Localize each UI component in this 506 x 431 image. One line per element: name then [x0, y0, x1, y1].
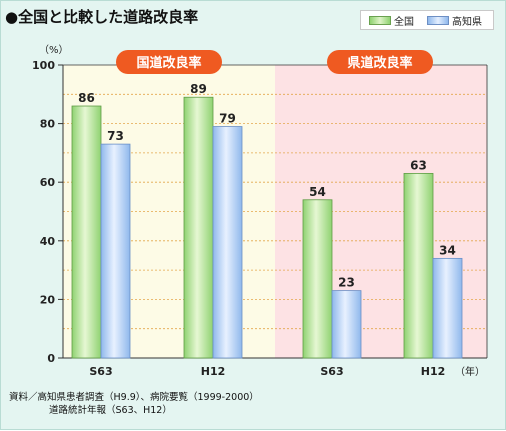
x-tick-label: H12 — [201, 365, 226, 378]
bar-national — [403, 173, 434, 359]
y-tick-label: 40 — [40, 235, 56, 248]
group-badge — [116, 50, 222, 74]
data-label-kochi: 23 — [338, 276, 355, 290]
x-tick-label: S63 — [320, 365, 343, 378]
legend-label-national: 全国 — [394, 17, 414, 28]
legend-label-kochi: 高知県 — [452, 17, 482, 28]
bar-kochi — [212, 126, 243, 359]
legend-swatch-national — [369, 16, 391, 25]
data-label-national: 89 — [190, 82, 207, 96]
source-line-1: 資料／高知県患者調査（H9.9）、病院要覧（1999-2000） — [9, 392, 259, 403]
y-tick-label: 80 — [40, 118, 56, 131]
source-note: 資料／高知県患者調査（H9.9）、病院要覧（1999-2000） 道路統計年報（… — [9, 391, 259, 417]
data-label-national: 54 — [309, 185, 326, 199]
x-axis-unit: （年） — [455, 365, 485, 378]
chart-title: ●全国と比較した道路改良率 — [5, 8, 199, 26]
legend-swatch-kochi — [427, 16, 449, 25]
bar-kochi — [100, 143, 131, 359]
bar-national — [183, 96, 214, 359]
source-line-2: 道路統計年報（S63、H12） — [49, 405, 172, 416]
legend: 全国 高知県 — [360, 10, 494, 30]
y-axis-unit: （%） — [39, 44, 69, 56]
y-tick-label: 60 — [40, 176, 56, 189]
data-label-national: 86 — [78, 91, 95, 105]
group-badge-label: 県道改良率 — [347, 55, 412, 71]
bar-national — [71, 105, 102, 359]
data-label-kochi: 73 — [107, 129, 124, 143]
y-tick-label: 20 — [40, 293, 56, 306]
legend-item-national: 全国 — [369, 14, 414, 28]
y-tick-label: 100 — [32, 59, 55, 72]
x-tick-label: H12 — [421, 365, 446, 378]
bar-kochi — [432, 257, 463, 359]
bar-national — [302, 199, 333, 359]
group-badge-label: 国道改良率 — [136, 55, 201, 71]
x-tick-label: S63 — [89, 365, 112, 378]
bar-kochi — [331, 290, 362, 359]
group-badge — [327, 50, 433, 74]
data-label-kochi: 79 — [219, 112, 236, 126]
data-label-kochi: 34 — [439, 243, 456, 257]
y-tick-label: 0 — [47, 352, 55, 365]
legend-item-kochi: 高知県 — [427, 14, 482, 28]
data-label-national: 63 — [410, 158, 427, 172]
